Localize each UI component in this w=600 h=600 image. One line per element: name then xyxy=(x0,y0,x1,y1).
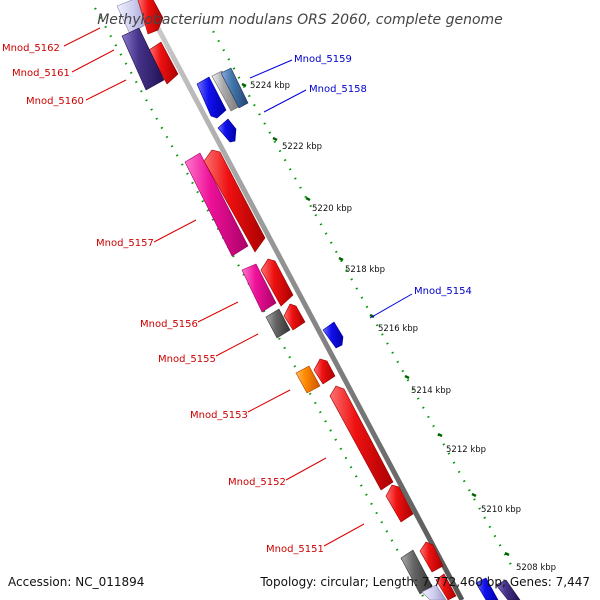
gene-blue-bottom[interactable] xyxy=(475,577,499,600)
scale-label: 5210 kbp xyxy=(481,505,521,515)
gene-purple-bottom[interactable] xyxy=(495,579,521,600)
scale-label: 5214 kbp xyxy=(411,386,451,396)
gene-label[interactable]: Mnod_5158 xyxy=(309,84,367,95)
gene-red-arrow-5155[interactable] xyxy=(283,303,306,331)
scale-label: 5222 kbp xyxy=(282,142,322,152)
gene-label[interactable]: Mnod_5161 xyxy=(12,68,70,79)
leader-mnod-5151 xyxy=(323,523,365,547)
scale-label: 5218 kbp xyxy=(345,265,385,275)
gene-lavender-bottom[interactable] xyxy=(421,584,447,600)
gene-mnod-5160[interactable] xyxy=(121,27,165,91)
gene-red-arrow-large[interactable] xyxy=(203,149,266,253)
gene-mnod-5151[interactable] xyxy=(385,484,414,523)
gene-labels-left: Mnod_5162 Mnod_5161 Mnod_5160 Mnod_5157 … xyxy=(2,43,324,555)
accession-text: Accession: NC_011894 xyxy=(8,575,144,589)
scale-tick xyxy=(272,136,278,142)
gene-label[interactable]: Mnod_5156 xyxy=(140,319,198,330)
gene-blue-small[interactable] xyxy=(217,118,237,143)
gene-mnod-5153[interactable] xyxy=(295,365,321,394)
gene-red-arrow-5153[interactable] xyxy=(313,358,336,385)
gene-mnod-5154[interactable] xyxy=(322,321,344,349)
scale-tick xyxy=(437,432,443,438)
gene-label[interactable]: Mnod_5152 xyxy=(228,477,286,488)
leader-mnod-5155 xyxy=(215,333,259,357)
leader-mnod-5159 xyxy=(249,59,293,79)
gene-label[interactable]: Mnod_5157 xyxy=(96,238,154,249)
gene-label[interactable]: Mnod_5153 xyxy=(190,410,248,421)
scale-ticks xyxy=(241,82,510,557)
gene-mnod-5155[interactable] xyxy=(265,308,291,339)
gene-mnod-5157[interactable] xyxy=(184,152,249,257)
topology-text: Topology: circular; Length: 7,772,460 bp… xyxy=(259,575,590,589)
gene-red-bottom-2[interactable] xyxy=(435,573,457,600)
gene-label[interactable]: Mnod_5151 xyxy=(266,544,324,555)
scale-tick xyxy=(305,196,311,202)
gene-mnod-5158[interactable] xyxy=(196,76,227,119)
genome-backbone xyxy=(148,13,465,600)
label-leader-lines xyxy=(63,27,413,547)
scale-label: 5224 kbp xyxy=(250,81,290,91)
gene-red-arrow-5156[interactable] xyxy=(260,258,294,307)
gene-mnod-5162[interactable] xyxy=(137,0,164,35)
gene-red-bottom[interactable] xyxy=(419,541,444,573)
gene-labels-right: Mnod_5159 Mnod_5158 Mnod_5154 xyxy=(294,54,472,297)
gene-gray-bottom[interactable] xyxy=(400,549,433,595)
scale-label: 5212 kbp xyxy=(446,445,486,455)
scale-tick xyxy=(241,82,247,88)
leader-mnod-5157 xyxy=(153,219,197,243)
gene-mnod-5161[interactable] xyxy=(148,41,179,85)
gene-features[interactable] xyxy=(116,0,521,600)
leader-mnod-5153 xyxy=(247,389,291,413)
gene-label[interactable]: Mnod_5159 xyxy=(294,54,352,65)
outer-guide-line xyxy=(207,21,516,573)
leader-mnod-5152 xyxy=(285,457,327,481)
scale-tick xyxy=(504,551,510,557)
map-title: Methylobacterium nodulans ORS 2060, comp… xyxy=(97,12,503,28)
scale-tick xyxy=(338,256,344,262)
leader-mnod-5161 xyxy=(71,49,115,73)
scale-labels: 5224 kbp 5222 kbp 5220 kbp 5218 kbp 5216… xyxy=(250,81,556,573)
leader-mnod-5156 xyxy=(197,301,239,323)
leader-mnod-5158 xyxy=(263,89,307,113)
scale-label: 5220 kbp xyxy=(312,204,352,214)
gene-mnod-5159[interactable] xyxy=(220,67,249,109)
leader-mnod-5160 xyxy=(85,79,127,101)
scale-tick xyxy=(471,492,477,498)
leader-mnod-5162 xyxy=(63,27,101,47)
gene-mnod-5152[interactable] xyxy=(329,385,394,491)
scale-tick xyxy=(404,374,410,380)
scale-label: 5208 kbp xyxy=(516,563,556,573)
leader-mnod-5154 xyxy=(369,293,413,319)
scale-label: 5216 kbp xyxy=(378,324,418,334)
gene-label[interactable]: Mnod_5154 xyxy=(414,286,472,297)
gene-label[interactable]: Mnod_5162 xyxy=(2,43,60,54)
gene-label[interactable]: Mnod_5155 xyxy=(158,354,216,365)
gene-mnod-5156[interactable] xyxy=(241,263,277,313)
gene-label[interactable]: Mnod_5160 xyxy=(26,96,84,107)
